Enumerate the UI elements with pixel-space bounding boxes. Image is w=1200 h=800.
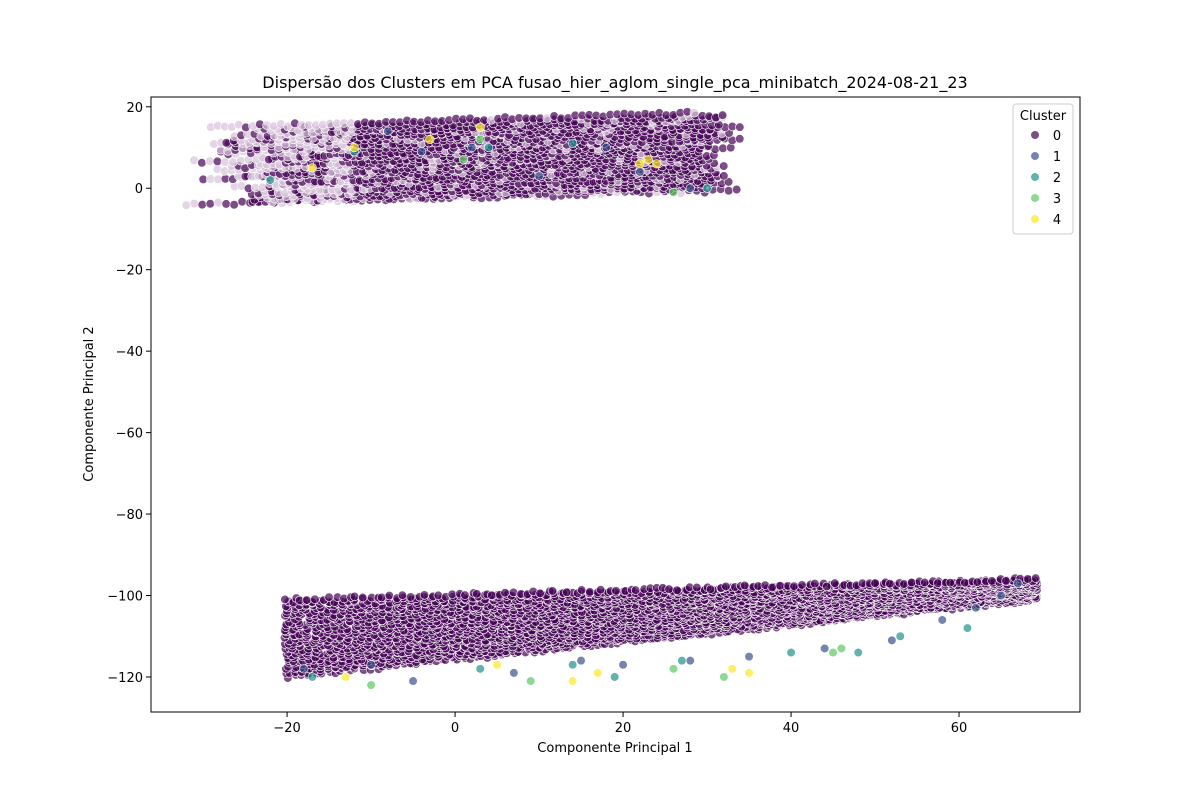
data-point bbox=[205, 199, 215, 209]
plot-area bbox=[181, 107, 1042, 690]
data-point bbox=[718, 143, 728, 153]
data-point bbox=[181, 200, 191, 210]
data-point bbox=[197, 158, 207, 168]
data-point bbox=[212, 156, 223, 167]
data-point bbox=[189, 198, 199, 209]
data-point bbox=[197, 200, 207, 210]
data-point bbox=[205, 156, 215, 166]
data-point bbox=[228, 157, 238, 167]
data-point bbox=[735, 134, 745, 144]
chart-title: Dispersão dos Clusters em PCA fusao_hier… bbox=[262, 73, 967, 93]
data-point bbox=[735, 122, 745, 132]
data-point bbox=[719, 171, 729, 181]
data-point bbox=[220, 157, 230, 167]
data-point bbox=[732, 184, 742, 195]
data-point bbox=[189, 155, 199, 165]
data-point bbox=[237, 197, 247, 207]
data-point bbox=[689, 108, 699, 118]
data-point bbox=[719, 161, 729, 171]
data-point bbox=[724, 186, 734, 196]
data-point bbox=[229, 200, 239, 210]
data-point bbox=[213, 198, 223, 208]
data-point bbox=[723, 177, 734, 187]
data-point bbox=[221, 199, 231, 209]
data-point bbox=[718, 110, 728, 120]
